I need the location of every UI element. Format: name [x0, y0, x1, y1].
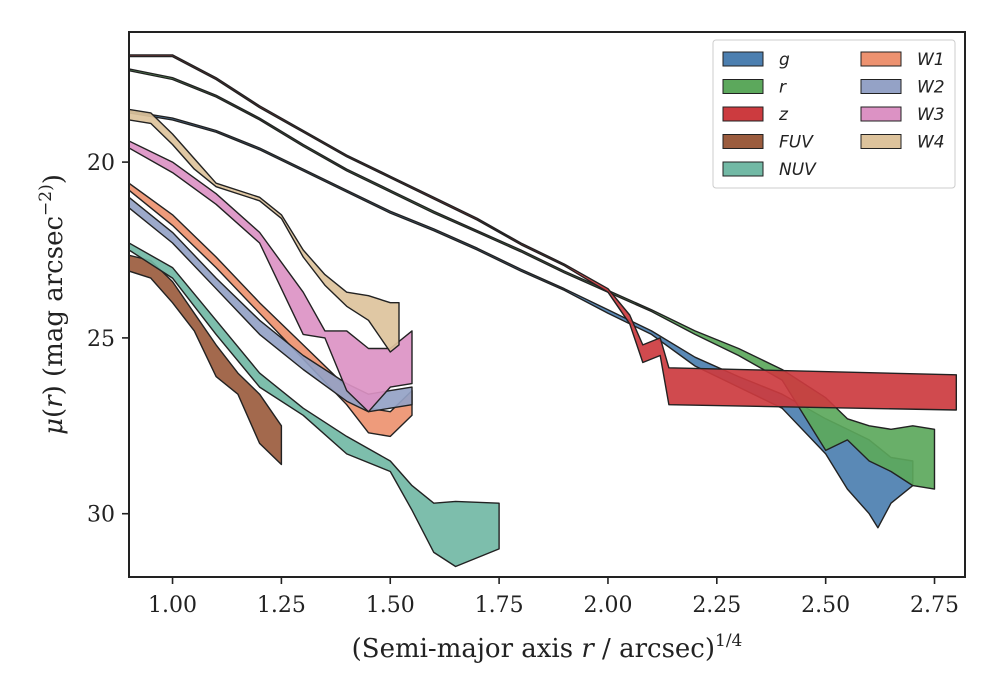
- band-z: [129, 54, 957, 411]
- legend-swatch-W3: [860, 106, 902, 122]
- legend-label-W4: W4: [917, 133, 945, 153]
- x-tick-label: 1.25: [257, 593, 306, 618]
- x-tick-label: 2.75: [910, 593, 959, 618]
- band-r: [129, 68, 936, 490]
- legend-swatch-W2: [860, 79, 902, 94]
- legend-label-z: z: [778, 105, 789, 125]
- band-W2: [129, 196, 413, 413]
- x-tick-label: 1.75: [475, 593, 524, 618]
- legend-label-W2: W2: [917, 78, 945, 98]
- x-tick-label: 1.00: [148, 593, 197, 618]
- x-tick-label: 2.00: [583, 593, 632, 618]
- legend-label-r: r: [779, 78, 787, 98]
- y-tick-label: 25: [87, 327, 115, 352]
- legend-swatch-z: [722, 106, 764, 122]
- legend-label-W3: W3: [917, 105, 945, 125]
- legend-swatch-r: [722, 79, 764, 94]
- y-axis-label: μ(r) (mag arcsec−2)): [36, 174, 69, 435]
- legend-box: [712, 39, 956, 189]
- x-tick-label: 2.50: [801, 593, 850, 618]
- x-axis: 1.00 1.25 1.50 1.75 2.00 2.25 2.50 2.75: [148, 577, 959, 618]
- legend-swatch-FUV: [722, 134, 764, 149]
- legend-label-W1: W1: [917, 50, 945, 70]
- band-W3: [129, 140, 413, 413]
- legend-swatch-W4: [860, 134, 902, 149]
- band-FUV: [129, 254, 283, 466]
- x-tick-label: 2.25: [692, 593, 741, 618]
- legend-label-g: g: [779, 50, 790, 70]
- legend-label-NUV: NUV: [779, 160, 817, 180]
- y-tick-label: 20: [87, 151, 115, 176]
- y-tick-label: 30: [87, 503, 115, 528]
- x-tick-label: 1.50: [366, 593, 415, 618]
- legend-swatch-NUV: [722, 161, 764, 177]
- legend-swatch-g: [722, 51, 764, 67]
- plot-frame: [128, 31, 966, 578]
- x-axis-label: (Semi-major axis r / arcsec)1/4: [352, 631, 743, 664]
- legend: grz FUV NUV W1 W2 W3 W4: [712, 39, 956, 189]
- legend-label-FUV: FUV: [779, 133, 814, 153]
- band-NUV: [129, 242, 500, 568]
- series-layer: [129, 54, 957, 568]
- y-axis: 20 25 30: [87, 151, 129, 528]
- band-W4: [129, 108, 400, 353]
- legend-swatch-W1: [860, 51, 902, 67]
- band-W1: [129, 182, 413, 438]
